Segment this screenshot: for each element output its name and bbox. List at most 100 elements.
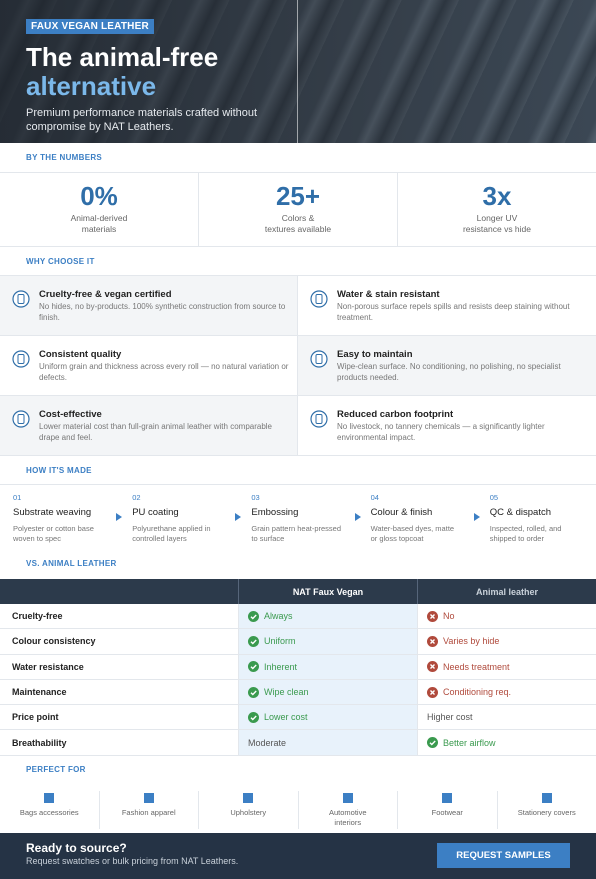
- feature-card: Reduced carbon footprint No livestock, no…: [298, 396, 596, 456]
- table-cell: Needs treatment: [417, 654, 596, 679]
- stat-label: Longer UV: [476, 213, 518, 223]
- feature-desc: No livestock, no tannery chemicals — a s…: [337, 422, 545, 442]
- step-number: 03: [251, 493, 260, 502]
- step-title: Colour & finish: [370, 507, 433, 518]
- feature-desc: Non-porous surface repels spills and res…: [337, 302, 570, 322]
- cross-icon: [427, 661, 438, 673]
- cross-icon: [427, 635, 438, 647]
- feature-title: Reduced carbon footprint: [337, 409, 454, 420]
- feature-card: Cruelty-free & vegan certified No hides, …: [0, 276, 298, 336]
- feature-title: Easy to maintain: [337, 349, 413, 360]
- step-number: 02: [132, 493, 141, 502]
- icon: [310, 410, 328, 428]
- row-label: Water resistance: [12, 661, 84, 672]
- cell-text: Conditioning req.: [443, 687, 512, 698]
- column-header: NAT Faux Vegan: [238, 579, 417, 604]
- step-title: PU coating: [132, 507, 179, 518]
- table-row: Colour consistency Uniform Varies by hide: [0, 629, 596, 655]
- row-label: Price point: [12, 712, 59, 723]
- footer: Ready to source? Request swatches or bul…: [0, 833, 596, 879]
- cell-text: Lower cost: [264, 712, 308, 723]
- feature-title: Cost-effective: [39, 409, 102, 420]
- feature-icon: [310, 410, 328, 433]
- step-number: 04: [370, 493, 379, 502]
- hero-subtitle: Premium performance materials crafted wi…: [26, 107, 258, 133]
- use-item: Fashion apparel: [100, 791, 199, 829]
- process-steps: 01 Substrate weaving Polyester or cotton b…: [0, 485, 596, 548]
- table-cell: Moderate: [238, 730, 417, 755]
- request-button[interactable]: REQUEST SAMPLES: [437, 843, 570, 868]
- column-header: Animal leather: [417, 579, 596, 604]
- use-icon: [243, 793, 254, 803]
- use-label: Footwear: [431, 808, 463, 817]
- use-icon: [44, 793, 55, 803]
- feature-icon: [12, 410, 30, 433]
- use-item: Stationery covers: [498, 791, 596, 829]
- row-label: Breathability: [12, 737, 67, 748]
- use-icon: [342, 793, 353, 803]
- process-step: 05 QC & dispatch Inspected, rolled, and sh…: [477, 485, 596, 548]
- cell-text: Inherent: [264, 661, 298, 672]
- step-desc: Polyurethane applied in controlled layer…: [132, 524, 211, 543]
- step-desc: Grain pattern heat-pressed to surface: [251, 524, 342, 543]
- use-icon: [541, 793, 552, 803]
- feature-icon: [12, 290, 30, 313]
- cell-text: Varies by hide: [443, 636, 500, 647]
- use-label: Bags accessories: [19, 808, 79, 817]
- footer-text: Request swatches or bulk pricing from NA…: [26, 856, 239, 866]
- stat-label: Colors &: [281, 213, 315, 223]
- features: Cruelty-free & vegan certified No hides, …: [0, 276, 596, 456]
- feature-icon: [310, 290, 328, 313]
- cell-text: Uniform: [264, 636, 296, 647]
- icon: [310, 350, 328, 368]
- use-label: Automotive interiors: [328, 808, 367, 827]
- badge: FAUX VEGAN LEATHER: [26, 19, 154, 34]
- step-arrow: [235, 513, 242, 521]
- feature-desc: Lower material cost than full-grain anim…: [39, 422, 272, 442]
- stat: 0% Animal-derived materials: [0, 173, 199, 246]
- footer-title: Ready to source?: [26, 841, 127, 855]
- use-label: Fashion apparel: [121, 808, 176, 817]
- feature-card: Cost-effective Lower material cost than f…: [0, 396, 298, 456]
- table-cell: Lower cost: [238, 705, 417, 730]
- check-icon: [248, 686, 259, 698]
- feature-icon: [310, 350, 328, 373]
- check-icon: [248, 661, 259, 673]
- cell-text: Wipe clean: [264, 687, 309, 698]
- section-heading: HOW IT'S MADE: [0, 456, 596, 485]
- section-heading: WHY CHOOSE IT: [0, 247, 596, 276]
- feature-desc: Uniform grain and thickness across every…: [39, 362, 289, 382]
- check-icon: [248, 635, 259, 647]
- comparison-table: NAT Faux Vegan Animal leather Cruelty-free…: [0, 579, 596, 756]
- stat-label: textures available: [264, 224, 332, 234]
- step-arrow: [473, 513, 480, 521]
- feature-card: Easy to maintain Wipe-clean surface. No c…: [298, 336, 596, 396]
- use-item: Upholstery: [199, 791, 299, 829]
- uses: Bags accessories Fashion apparel Upholster…: [0, 783, 596, 833]
- hero-title-accent: alternative: [26, 71, 157, 101]
- step-desc: Inspected, rolled, and shipped to order: [489, 524, 562, 543]
- table-cell: Wipe clean: [238, 679, 417, 705]
- feature-title: Consistent quality: [39, 349, 122, 360]
- table-cell: Better airflow: [417, 730, 596, 755]
- step-arrow: [354, 513, 361, 521]
- use-label: Stationery covers: [517, 808, 576, 817]
- table-cell: Higher cost: [417, 705, 596, 730]
- table-cell: Inherent: [238, 654, 417, 679]
- feature-icon: [12, 350, 30, 373]
- table-row: Price point Lower cost Higher cost: [0, 705, 596, 731]
- header-cell: [0, 579, 238, 604]
- icon: [12, 290, 30, 308]
- feature-desc: Wipe-clean surface. No conditioning, no …: [337, 362, 561, 382]
- stat-value: 3x: [482, 181, 512, 211]
- cross-icon: [427, 686, 438, 698]
- section-heading: PERFECT FOR: [26, 765, 86, 774]
- section-heading: VS. ANIMAL LEATHER: [26, 559, 117, 568]
- table-row: Water resistance Inherent Needs treatment: [0, 654, 596, 680]
- feature-card: Water & stain resistant Non-porous surfac…: [298, 276, 596, 336]
- cell-text: No: [443, 611, 455, 622]
- table-row: Cruelty-free Always No: [0, 604, 596, 630]
- step-desc: Water-based dyes, matte or gloss topcoat: [370, 524, 455, 543]
